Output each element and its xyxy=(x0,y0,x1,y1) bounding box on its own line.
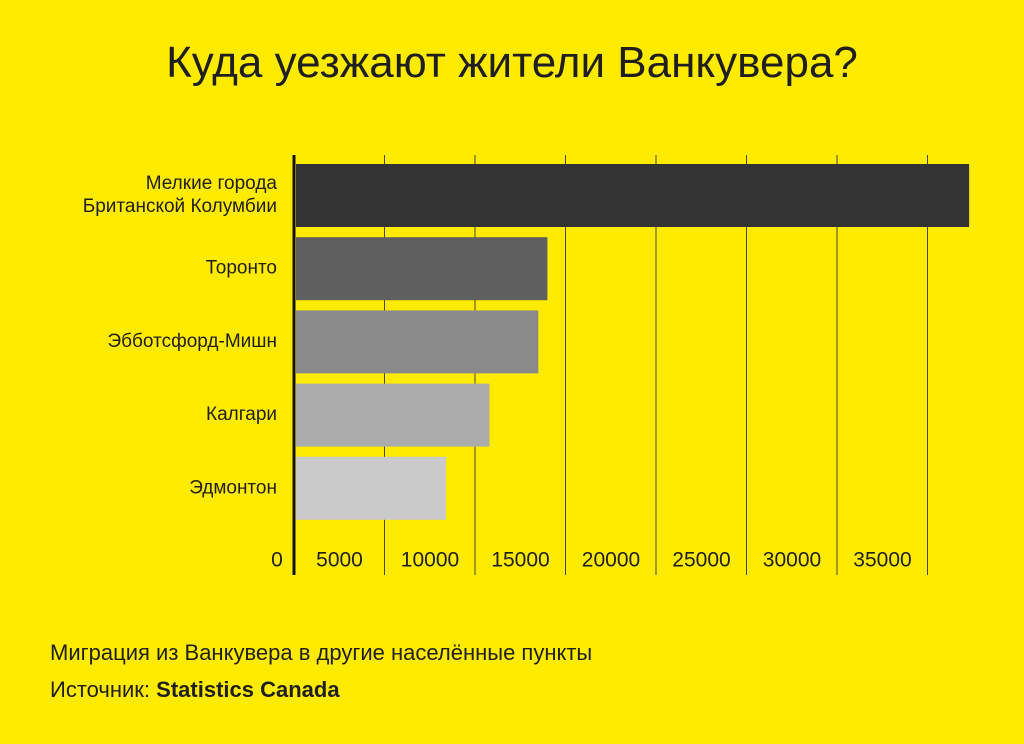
x-tick-label: 5000 xyxy=(316,549,363,572)
chart-caption: Миграция из Ванкувера в другие населённы… xyxy=(50,640,593,665)
bar xyxy=(296,310,539,374)
x-tick-label: 30000 xyxy=(763,549,821,572)
x-tick-label: 15000 xyxy=(491,549,549,572)
x-tick-label: 0 xyxy=(271,549,283,572)
x-tick-label: 35000 xyxy=(853,549,911,572)
x-tick-label: 25000 xyxy=(672,549,730,572)
category-label: Британской Колумбии xyxy=(83,196,277,217)
chart-title: Куда уезжают жители Ванкувера? xyxy=(166,38,858,87)
bar xyxy=(296,164,970,227)
category-label: Эдмонтон xyxy=(189,477,277,498)
source-line: Источник: Statistics Canada xyxy=(50,677,340,703)
bar xyxy=(296,383,490,447)
category-label: Эбботсфорд-Мишн xyxy=(108,331,277,352)
x-tick-labels: 0 5000 10000 15000 20000 25000 30000 35000 xyxy=(271,549,912,572)
source-label: Источник: xyxy=(50,677,151,702)
category-label: Мелкие города xyxy=(146,173,278,194)
bar xyxy=(296,237,548,301)
source-name: Statistics Canada xyxy=(156,677,340,702)
category-label: Калгари xyxy=(206,404,277,425)
bar xyxy=(296,456,447,520)
x-tick-label: 10000 xyxy=(401,549,459,572)
category-label: Торонто xyxy=(206,258,277,279)
bars xyxy=(296,164,970,520)
x-tick-label: 20000 xyxy=(582,549,640,572)
